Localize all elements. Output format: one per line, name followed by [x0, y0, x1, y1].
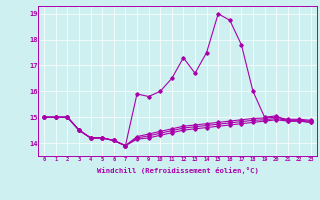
X-axis label: Windchill (Refroidissement éolien,°C): Windchill (Refroidissement éolien,°C) — [97, 167, 259, 174]
